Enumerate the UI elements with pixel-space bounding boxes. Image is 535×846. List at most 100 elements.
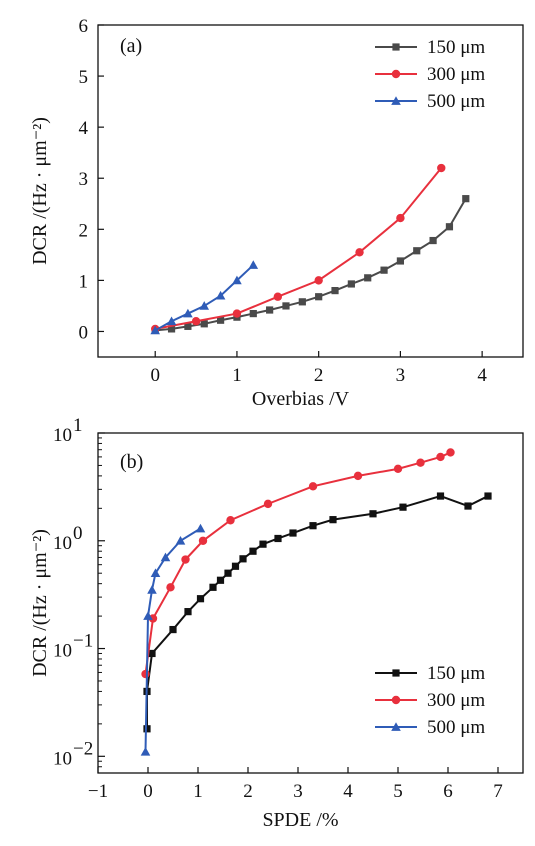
data-point <box>195 523 206 533</box>
data-point <box>437 163 446 173</box>
data-point <box>143 725 151 733</box>
data-point <box>289 529 297 537</box>
y-tick-label: 6 <box>79 16 89 37</box>
data-point <box>249 547 257 555</box>
series-line <box>155 167 443 330</box>
data-point <box>175 535 186 545</box>
data-point <box>308 482 318 491</box>
y-tick-label: 1 <box>79 271 89 292</box>
data-point <box>200 320 208 328</box>
x-tick-label: 1 <box>232 365 242 386</box>
data-point <box>160 552 171 562</box>
data-point <box>369 510 377 518</box>
data-point <box>167 325 176 333</box>
data-point <box>209 583 217 591</box>
data-point <box>181 555 190 564</box>
x-tick-label: 1 <box>193 781 203 802</box>
data-point <box>147 585 157 594</box>
data-point <box>446 448 455 457</box>
legend-label: 300 μm <box>427 64 485 85</box>
data-point <box>259 540 267 548</box>
data-point <box>462 195 470 203</box>
x-tick-label: 4 <box>343 781 353 802</box>
y-tick-label: 4 <box>79 118 89 139</box>
data-point <box>148 614 158 623</box>
x-tick-label: 0 <box>150 365 160 386</box>
data-point <box>416 458 425 467</box>
data-point <box>364 274 372 282</box>
y-tick-label: 10 <box>53 748 72 769</box>
y-tick-label: 10 <box>53 533 72 554</box>
x-tick-label: −1 <box>88 781 108 802</box>
y-tick-exponent: −2 <box>73 738 93 759</box>
data-point <box>353 471 363 481</box>
data-point <box>216 576 225 584</box>
x-axis-title: Overbias /V <box>252 388 350 410</box>
data-point <box>413 247 421 255</box>
data-point <box>274 534 282 543</box>
legend-marker <box>391 695 401 705</box>
y-axis-title: DCR /(Hz · μm⁻²) <box>29 529 51 677</box>
data-point <box>315 293 323 301</box>
data-point <box>140 747 151 756</box>
data-point <box>393 464 403 474</box>
data-point <box>199 301 210 310</box>
legend-marker <box>392 43 400 51</box>
data-point <box>347 280 355 288</box>
legend-marker <box>391 96 401 105</box>
x-tick-label: 6 <box>443 781 453 802</box>
y-tick-exponent: −1 <box>73 631 93 652</box>
data-point <box>224 569 232 577</box>
x-tick-label: 4 <box>477 365 487 386</box>
data-point <box>148 649 156 658</box>
series-line <box>144 527 202 752</box>
y-tick-label: 5 <box>79 67 89 88</box>
y-tick-label: 0 <box>79 322 89 343</box>
y-tick-label: 10 <box>53 425 72 446</box>
legend-marker <box>391 69 401 79</box>
data-point <box>399 503 407 511</box>
data-point <box>314 276 323 285</box>
data-point <box>184 608 192 616</box>
data-point <box>484 492 492 500</box>
data-point <box>232 309 242 318</box>
data-point <box>169 625 177 634</box>
data-point <box>436 492 445 500</box>
legend-marker <box>392 669 400 677</box>
data-point <box>298 298 306 306</box>
y-tick-label: 2 <box>79 220 89 241</box>
data-point <box>166 316 177 326</box>
data-point <box>436 452 445 462</box>
data-point <box>396 257 405 265</box>
legend-label: 500 μm <box>427 91 485 112</box>
x-tick-label: 3 <box>396 365 406 386</box>
data-point <box>273 292 283 301</box>
data-point <box>183 308 193 318</box>
data-point <box>150 568 161 578</box>
plot-frame <box>97 24 524 358</box>
data-point <box>184 322 192 330</box>
panel-label: (a) <box>120 35 142 57</box>
data-point <box>196 595 205 603</box>
x-tick-label: 5 <box>393 781 403 802</box>
data-point <box>166 583 175 592</box>
y-tick-label: 3 <box>79 169 89 190</box>
x-tick-label: 3 <box>293 781 303 802</box>
data-point <box>215 290 226 300</box>
y-tick-exponent: 1 <box>73 415 83 436</box>
x-axis-title: SPDE /% <box>262 809 338 831</box>
data-point <box>198 536 208 545</box>
data-point <box>263 499 273 509</box>
data-point <box>232 275 242 285</box>
x-tick-label: 0 <box>143 781 153 802</box>
legend-label: 300 μm <box>427 690 485 711</box>
data-point <box>216 316 225 324</box>
data-point <box>226 516 235 525</box>
legend-label: 150 μm <box>427 37 485 58</box>
data-point <box>445 223 454 231</box>
data-point <box>231 562 240 570</box>
data-point <box>266 306 274 314</box>
panel-label: (b) <box>120 451 143 473</box>
panel-a-chart: 0 1 2 3 4 0 1 2 3 4 5 6 150 μm 300 μm 500 μm Overbias /… <box>29 16 524 410</box>
